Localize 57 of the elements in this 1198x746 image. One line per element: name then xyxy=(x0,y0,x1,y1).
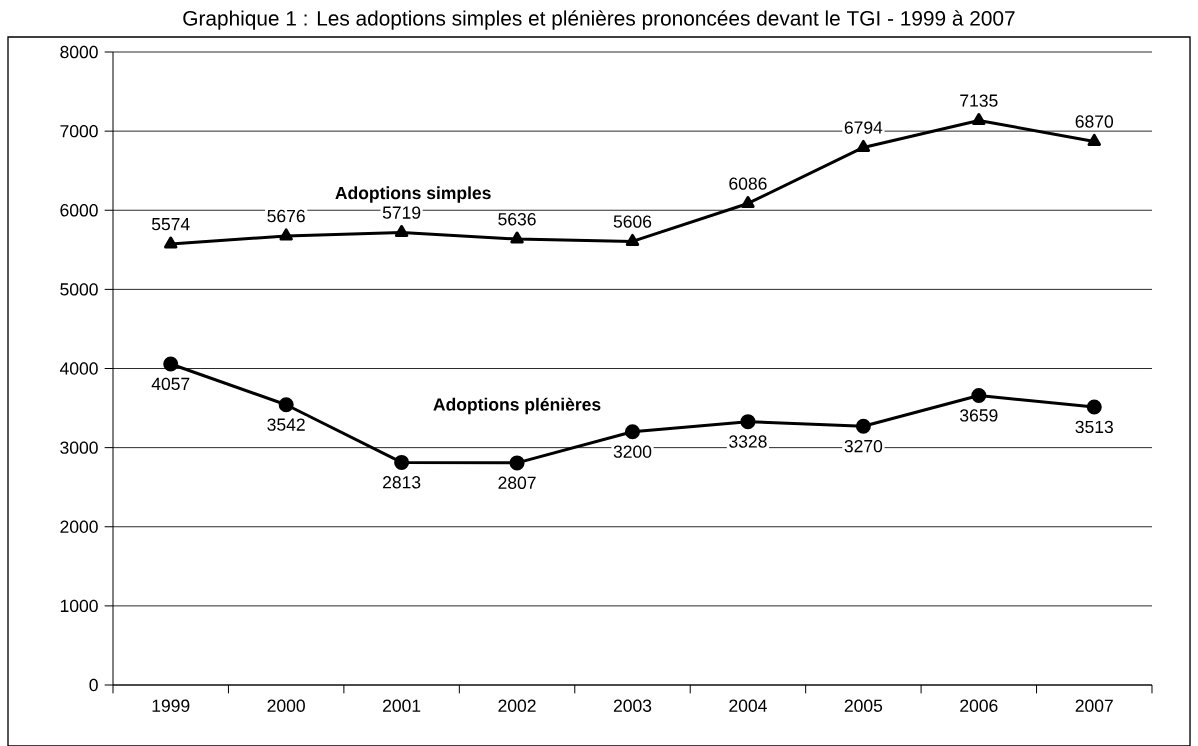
chart-title: Graphique 1 : Les adoptions simples et plénières prononcées devant le TGI - 1999 à 2007 xyxy=(183,10,1015,30)
x-tick-label: 2004 xyxy=(729,699,767,712)
x-tick-label: 2000 xyxy=(267,699,305,712)
x-tick-label: 2001 xyxy=(383,699,421,712)
x-tick-label: 2003 xyxy=(613,699,652,712)
x-tick-label: 1999 xyxy=(152,699,190,712)
y-tick-label: 7000 xyxy=(60,124,98,138)
data-label: 3200 xyxy=(613,445,652,458)
data-label: 5574 xyxy=(151,218,190,231)
point xyxy=(740,414,756,430)
data-label: 5676 xyxy=(267,209,305,223)
data-label: 4057 xyxy=(151,377,190,391)
data-label: 2807 xyxy=(498,476,536,489)
data-label: 5636 xyxy=(498,213,536,226)
y-tick-label: 5000 xyxy=(60,283,98,296)
data-label: 3542 xyxy=(267,418,305,431)
data-label: 6794 xyxy=(844,121,883,134)
data-label: 3328 xyxy=(729,435,767,448)
point xyxy=(972,112,986,125)
y-tick-label: 4000 xyxy=(59,362,98,375)
series-label: Adoptions plénières xyxy=(433,397,601,415)
point xyxy=(856,139,871,152)
point xyxy=(394,454,410,470)
x-tick-label: 2007 xyxy=(1075,699,1113,712)
point xyxy=(163,356,179,372)
point xyxy=(510,231,524,244)
y-tick-label: 8000 xyxy=(60,45,98,59)
data-label: 3513 xyxy=(1075,420,1113,434)
point xyxy=(855,418,871,434)
x-tick-label: 2006 xyxy=(960,699,998,712)
y-tick-label: 6000 xyxy=(60,204,98,217)
point xyxy=(1087,133,1101,146)
series-label: Adoptions simples xyxy=(335,186,491,203)
point xyxy=(164,236,178,249)
x-tick-label: 2002 xyxy=(498,699,536,712)
y-tick-label: 1000 xyxy=(60,599,98,613)
point xyxy=(741,195,755,208)
data-label: 5719 xyxy=(382,206,421,219)
data-label: 2813 xyxy=(383,476,421,489)
point xyxy=(971,387,987,403)
point xyxy=(625,233,640,246)
x-tick-label: 2005 xyxy=(844,699,883,712)
point xyxy=(278,397,294,413)
point xyxy=(509,455,525,471)
y-tick-label: 0 xyxy=(89,678,98,692)
point xyxy=(1086,399,1102,415)
data-label: 6870 xyxy=(1075,115,1114,128)
data-label: 3270 xyxy=(844,439,883,453)
data-label: 7135 xyxy=(960,94,998,107)
data-label: 3659 xyxy=(960,409,998,422)
data-label: 6086 xyxy=(729,177,767,190)
point xyxy=(279,228,293,241)
point xyxy=(394,224,409,237)
y-tick-label: 3000 xyxy=(60,441,98,454)
y-tick-label: 2000 xyxy=(60,520,98,533)
data-label: 5606 xyxy=(613,215,652,228)
point xyxy=(625,424,640,440)
